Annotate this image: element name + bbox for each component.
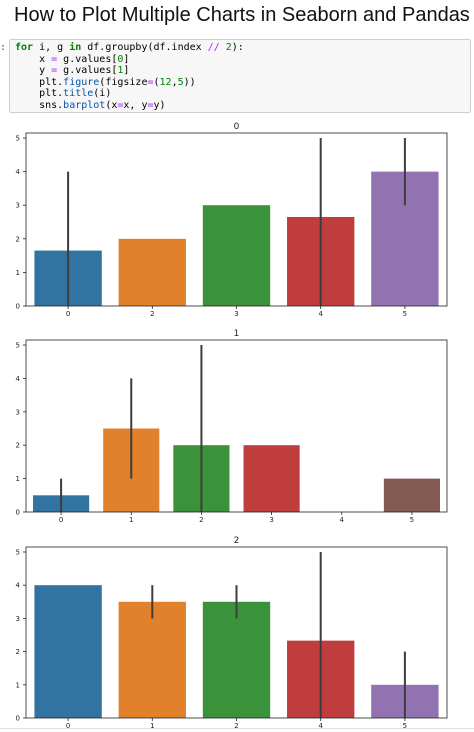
code-token: =: [51, 65, 58, 77]
code-token: 2: [225, 42, 232, 53]
x-tick-label: 1: [129, 516, 133, 524]
x-tick-label: 5: [403, 310, 407, 318]
code-token: x, y: [123, 99, 148, 111]
code-token: )): [183, 76, 196, 88]
code-token: in: [69, 42, 82, 53]
y-tick-label: 5: [16, 135, 20, 143]
x-tick-label: 2: [199, 516, 203, 524]
chart-title: 0: [234, 122, 240, 132]
x-tick-label: 4: [318, 722, 323, 730]
chart-title: 2: [234, 536, 240, 546]
y-tick-label: 5: [16, 548, 20, 556]
bar: [202, 601, 271, 718]
code-line: x = g.values[0]: [15, 54, 470, 66]
x-tick-label: 0: [66, 722, 70, 730]
x-tick-label: 2: [150, 310, 154, 318]
y-tick-label: 3: [16, 408, 20, 416]
y-tick-label: 1: [16, 681, 20, 689]
y-tick-label: 3: [16, 202, 20, 210]
y-tick-label: 4: [16, 168, 21, 176]
plot-frame: [25, 339, 448, 513]
code-token: y): [153, 99, 166, 111]
code-token: 12: [159, 76, 172, 88]
code-token: 5: [177, 76, 184, 88]
code-token: y: [15, 65, 52, 77]
cell-prompt: :: [0, 42, 7, 53]
code-token: for: [15, 42, 34, 53]
chart-title: 1: [234, 329, 240, 339]
x-tick-label: 4: [340, 516, 345, 524]
code-token: 0: [117, 53, 124, 65]
y-tick-label: 1: [16, 269, 20, 277]
y-tick-label: 2: [16, 648, 20, 656]
y-tick-label: 1: [16, 475, 20, 483]
code-token: plt.: [15, 88, 64, 100]
bar: [34, 585, 102, 718]
code-token: (x: [105, 99, 118, 111]
code-token: ]: [123, 53, 130, 65]
code-token: ,: [171, 76, 178, 88]
x-tick-label: 5: [410, 516, 414, 524]
code-line: sns.barplot(x=x, y=y): [15, 100, 470, 112]
code-token: g.values[: [57, 65, 118, 77]
code-token: i, g: [33, 42, 70, 53]
code-token: =: [147, 76, 154, 88]
code-line: plt.title(i): [15, 88, 470, 100]
code-line: plt.figure(figsize=(12,5)): [15, 77, 470, 89]
x-tick-label: 4: [318, 310, 323, 318]
code-token: //: [207, 42, 220, 53]
bar: [118, 238, 186, 306]
bar: [383, 478, 440, 512]
code-token: sns.: [15, 99, 64, 111]
code-token: figure: [63, 76, 100, 88]
code-token: (i): [93, 88, 112, 100]
bar: [202, 205, 271, 306]
code-token: =: [117, 99, 124, 111]
code-token: x: [15, 53, 52, 65]
x-tick-label: 2: [234, 722, 238, 730]
x-tick-label: 0: [66, 310, 70, 318]
bar: [243, 445, 300, 512]
bottom-divider: [0, 728, 474, 729]
code-token: df.groupby(df.index: [81, 42, 208, 53]
y-tick-label: 0: [16, 715, 20, 723]
y-tick-label: 2: [16, 235, 20, 243]
code-token: =: [51, 53, 58, 65]
y-tick-label: 0: [16, 509, 20, 517]
code-line: for i, g in df.groupby(df.index // 2):: [15, 42, 470, 54]
x-tick-label: 0: [59, 516, 63, 524]
y-tick-label: 4: [16, 375, 21, 383]
code-token: ]: [123, 65, 130, 77]
page-title: How to Plot Multiple Charts in Seaborn a…: [14, 4, 470, 26]
y-tick-label: 4: [16, 582, 21, 590]
code-block: for i, g in df.groupby(df.index // 2): x…: [10, 40, 470, 112]
code-token: barplot: [63, 99, 106, 111]
code-token: g.values[: [57, 53, 118, 65]
bar: [118, 601, 186, 718]
y-tick-label: 2: [16, 442, 20, 450]
code-token: plt.: [15, 76, 64, 88]
x-tick-label: 3: [269, 516, 273, 524]
code-token: ):: [231, 42, 244, 53]
code-token: =: [147, 99, 154, 111]
y-tick-label: 3: [16, 615, 20, 623]
code-token: title: [63, 88, 94, 100]
y-tick-label: 0: [16, 303, 20, 311]
code-line: y = g.values[1]: [15, 65, 470, 77]
x-tick-label: 1: [150, 722, 154, 730]
x-tick-label: 3: [234, 310, 238, 318]
y-tick-label: 5: [16, 342, 20, 350]
code-token: (figsize: [99, 76, 148, 88]
x-tick-label: 5: [403, 722, 407, 730]
code-cell[interactable]: for i, g in df.groupby(df.index // 2): x…: [9, 39, 471, 113]
code-token: 1: [117, 65, 124, 77]
code-token: (: [153, 76, 160, 88]
